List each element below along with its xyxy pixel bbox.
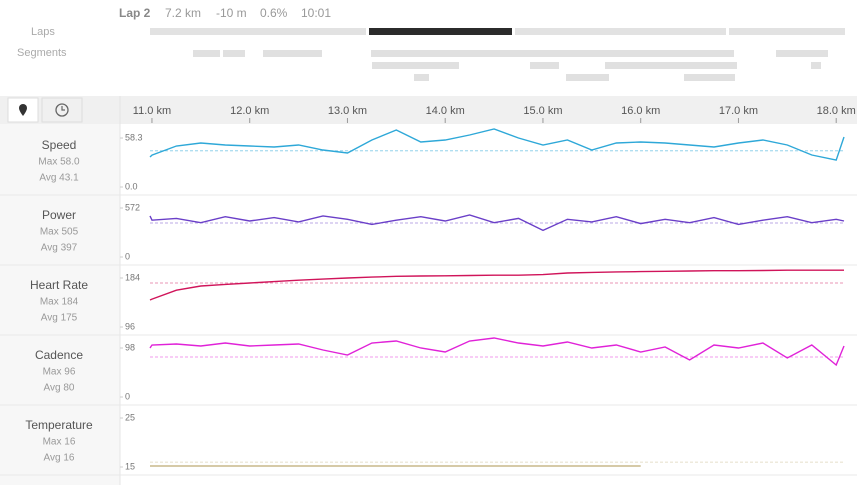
panel-avg: Avg 43.1 (39, 173, 79, 184)
segment-bar[interactable] (605, 62, 737, 69)
y-tick-label: 98 (125, 342, 135, 352)
y-tick-label: 25 (125, 412, 135, 422)
y-tick-label: 0 (125, 391, 130, 401)
segment-bar[interactable] (530, 62, 559, 69)
x-tick-label: 12.0 km (230, 105, 269, 117)
panel-max: Max 184 (40, 297, 79, 308)
y-tick-label: 184 (125, 272, 140, 282)
clock-icon (55, 103, 69, 117)
segment-bar[interactable] (372, 62, 459, 69)
segment-bar[interactable] (263, 50, 322, 57)
data-line (149, 214, 845, 232)
lap-elevation: -10 m (216, 6, 247, 20)
segment-bars (193, 50, 828, 81)
lap-bar[interactable] (515, 28, 726, 35)
segments-label: Segments (17, 47, 67, 59)
data-line (149, 269, 844, 301)
label-panel (0, 124, 120, 485)
panel-title: Heart Rate (30, 278, 88, 292)
clock-hands (61, 106, 65, 111)
panel-max: Max 16 (43, 437, 76, 448)
data-line (149, 337, 845, 367)
lap-bar[interactable] (150, 28, 366, 35)
pin-icon (19, 104, 27, 116)
panel-avg: Avg 397 (41, 243, 78, 254)
x-tick-label: 13.0 km (328, 105, 367, 117)
segment-bar[interactable] (566, 74, 609, 81)
x-tick-label: 15.0 km (523, 105, 562, 117)
panel-max: Max 58.0 (38, 157, 80, 168)
lap-distance: 7.2 km (165, 6, 201, 20)
lap-bars (150, 28, 845, 35)
segment-bar[interactable] (684, 74, 735, 81)
panel-title: Power (42, 208, 76, 222)
y-tick-label: 96 (125, 321, 135, 331)
panel-max: Max 96 (43, 367, 76, 378)
lap-bar-selected[interactable] (369, 28, 512, 35)
y-tick-label: 0 (125, 251, 130, 261)
segment-bar[interactable] (811, 62, 821, 69)
x-tick-label: 11.0 km (133, 105, 171, 117)
y-tick-label: 0.0 (125, 181, 138, 191)
lap-grade: 0.6% (260, 6, 288, 20)
segment-bar[interactable] (223, 50, 245, 57)
panel-title: Temperature (25, 418, 93, 432)
y-tick-label: 15 (125, 461, 135, 471)
segment-bar[interactable] (193, 50, 220, 57)
panel-avg: Avg 175 (41, 313, 78, 324)
y-tick-label: 572 (125, 202, 140, 212)
segment-bar[interactable] (371, 50, 734, 57)
lap-bar[interactable] (729, 28, 845, 35)
panel-avg: Avg 16 (44, 453, 75, 464)
segment-bar[interactable] (414, 74, 429, 81)
panel-title: Cadence (35, 348, 83, 362)
segment-bar[interactable] (776, 50, 828, 57)
panel-title: Speed (42, 138, 77, 152)
panel-avg: Avg 80 (44, 383, 75, 394)
y-tick-label: 58.3 (125, 132, 143, 142)
x-tick-label: 18.0 km (817, 105, 856, 117)
x-tick-label: 16.0 km (621, 105, 660, 117)
x-tick-label: 14.0 km (426, 105, 465, 117)
laps-label: Laps (31, 26, 55, 38)
axis-band (0, 96, 857, 124)
panel-max: Max 505 (40, 227, 79, 238)
lap-time: 10:01 (301, 6, 331, 20)
data-line (149, 128, 845, 161)
lap-name: Lap 2 (119, 6, 151, 20)
x-tick-label: 17.0 km (719, 105, 758, 117)
